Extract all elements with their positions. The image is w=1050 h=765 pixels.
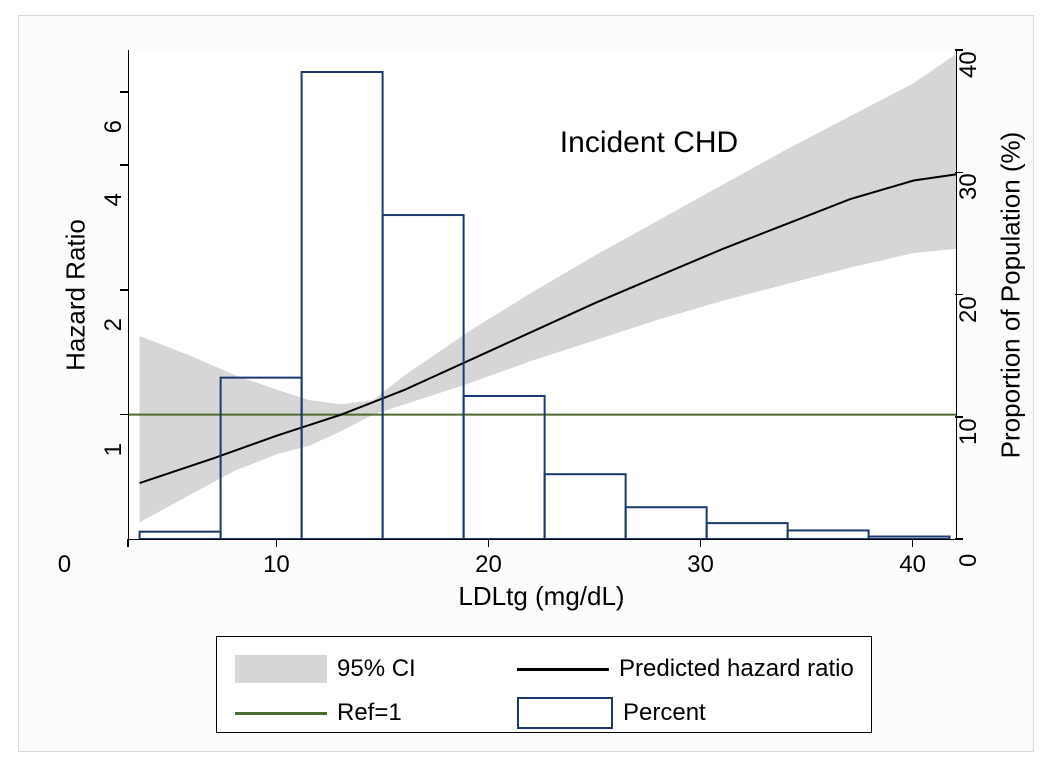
ci-band (140, 54, 956, 522)
y-right-axis-title: Proportion of Population (%) (996, 131, 1027, 458)
histogram-bar (545, 474, 626, 539)
legend-label: Percent (623, 699, 706, 727)
y-left-tick-label: 6 (100, 120, 128, 133)
legend-swatch-line (517, 668, 609, 671)
x-tick-label: 0 (58, 551, 71, 579)
x-tick-mark (488, 539, 490, 547)
y-left-tick-mark (120, 414, 128, 416)
legend-swatch-box (235, 655, 327, 683)
histogram-bar (707, 523, 788, 539)
x-tick-label: 10 (263, 551, 290, 579)
legend-label: Predicted hazard ratio (619, 655, 854, 683)
y-left-tick-label: 1 (100, 443, 128, 456)
y-right-tick-label: 20 (955, 296, 983, 323)
y-right-tick-mark (955, 294, 963, 296)
y-right-tick-label: 10 (955, 418, 983, 445)
legend-item: Predicted hazard ratio (517, 647, 854, 691)
legend-item: 95% CI (235, 647, 416, 691)
y-right-tick-mark (955, 538, 963, 540)
y-right-tick-label: 0 (955, 554, 983, 567)
histogram-bar (788, 530, 869, 539)
x-tick-mark (276, 539, 278, 547)
legend-item: Ref=1 (235, 691, 402, 735)
y-right-tick-label: 40 (955, 51, 983, 78)
y-left-tick-label: 4 (100, 193, 128, 206)
plot-svg (129, 50, 956, 539)
y-right-tick-label: 30 (955, 174, 983, 201)
y-right-tick-mark (955, 416, 963, 418)
legend-swatch-line (235, 712, 327, 715)
x-tick-mark (700, 539, 702, 547)
histogram-bar (464, 396, 545, 539)
legend-item: Percent (517, 691, 706, 735)
y-left-tick-mark (120, 289, 128, 291)
x-axis-title: LDLtg (mg/dL) (458, 581, 624, 612)
y-left-tick-mark (120, 91, 128, 93)
y-left-axis-title: Hazard Ratio (61, 219, 92, 371)
legend-label: 95% CI (337, 655, 416, 683)
x-tick-label: 30 (687, 551, 714, 579)
x-tick-label: 40 (899, 551, 926, 579)
chart-outer-panel: LDLtg (mg/dL) Hazard Ratio Proportion of… (18, 15, 1034, 752)
histogram-bar (869, 537, 950, 539)
histogram-bar (140, 532, 221, 539)
histogram-bar (626, 507, 707, 539)
plot-area (128, 50, 957, 540)
x-tick-label: 20 (475, 551, 502, 579)
x-tick-mark (912, 539, 914, 547)
histogram-bar (302, 72, 383, 539)
legend-swatch-box (517, 697, 613, 729)
legend-label: Ref=1 (337, 699, 402, 727)
annotation-incident-chd: Incident CHD (560, 126, 738, 160)
y-left-tick-mark (120, 164, 128, 166)
legend-box: 95% CI Predicted hazard ratio Ref=1 Percent (216, 636, 872, 733)
y-left-tick-label: 2 (100, 318, 128, 331)
x-tick-mark (127, 539, 129, 547)
